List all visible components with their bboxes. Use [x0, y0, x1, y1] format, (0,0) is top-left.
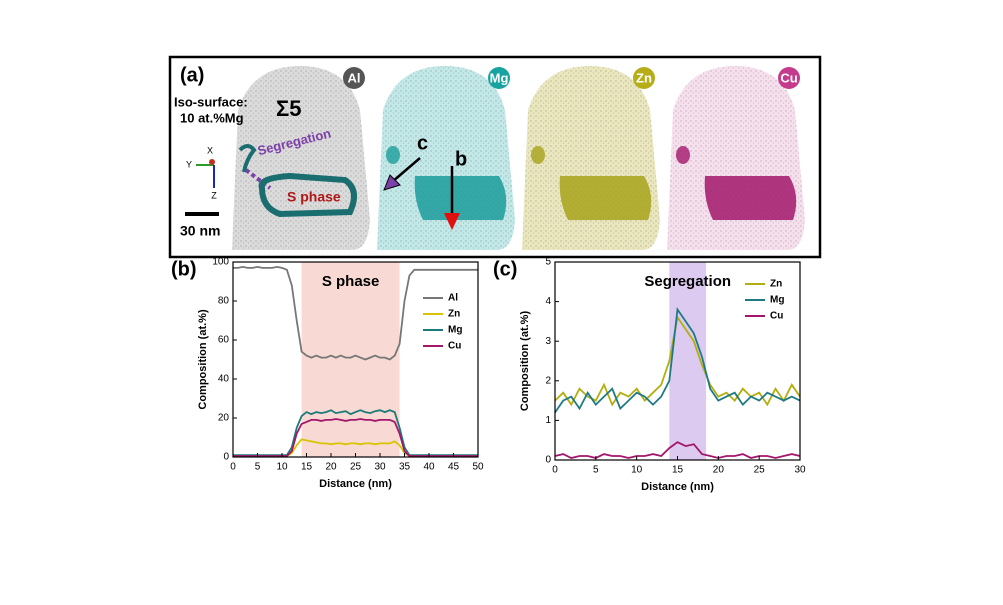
precipitate	[559, 176, 652, 220]
y-tick-label: 80	[218, 296, 230, 307]
element-ball	[778, 67, 800, 89]
x-tick-label: 5	[593, 465, 599, 476]
precipitate	[414, 176, 507, 220]
x-tick-label: 15	[672, 465, 684, 476]
boundary-label: Σ5	[276, 96, 301, 121]
element-ball	[633, 67, 655, 89]
segregation-spot	[676, 146, 690, 164]
panel-label: (c)	[493, 258, 517, 280]
element-label: Zn	[636, 70, 652, 85]
y-tick-label: 40	[218, 374, 230, 385]
y-tick-label: 60	[218, 335, 230, 346]
x-tick-label: 15	[301, 462, 313, 473]
scale-label: 30 nm	[180, 223, 220, 239]
arrow	[391, 157, 421, 183]
x-tick-label: 5	[255, 462, 261, 473]
x-tick-label: 20	[325, 462, 337, 473]
x-tick-label: 40	[423, 462, 435, 473]
x-tick-label: 10	[631, 465, 643, 476]
panel-label: (b)	[171, 258, 197, 280]
element-label: Cu	[780, 70, 797, 85]
x-tick-label: 10	[276, 462, 288, 473]
x-tick-label: 25	[350, 462, 362, 473]
x-tick-label: 25	[754, 465, 766, 476]
y-tick-label: 0	[545, 455, 551, 466]
y-tick-label: 0	[223, 452, 229, 463]
x-tick-label: 0	[552, 465, 558, 476]
segregation-dash	[244, 168, 272, 190]
precipitate	[704, 176, 797, 220]
x-tick-label: 30	[374, 462, 386, 473]
x-tick-label: 0	[230, 462, 236, 473]
x-tick-label: 35	[399, 462, 411, 473]
segregation-spot	[531, 146, 545, 164]
iso-text: 10 at.%Mg	[180, 110, 244, 125]
arrowhead	[444, 213, 460, 230]
element-label: Al	[348, 70, 361, 85]
y-axis-label: Composition (at.%)	[519, 311, 531, 412]
arrow-label: b	[455, 148, 467, 170]
arrow-label: c	[417, 132, 428, 154]
x-tick-label: 20	[713, 465, 725, 476]
data-line	[233, 265, 478, 361]
y-tick-label: 100	[212, 257, 229, 268]
x-axis-label: Distance (nm)	[641, 481, 714, 493]
panel-label: (a)	[180, 64, 204, 86]
x-axis-label: Distance (nm)	[319, 478, 392, 490]
annotation: Segregation	[644, 273, 731, 290]
data-line	[233, 418, 478, 457]
y-tick-label: 20	[218, 413, 230, 424]
legend-label: Cu	[448, 341, 461, 352]
y-tick-label: 5	[545, 257, 551, 268]
y-axis-label: Composition (at.%)	[197, 309, 209, 410]
legend-label: Zn	[448, 309, 460, 320]
arrowhead	[383, 174, 401, 191]
element-label: Mg	[490, 70, 509, 85]
element-ball	[488, 67, 510, 89]
legend-label: Zn	[770, 279, 782, 290]
y-tick-label: 2	[545, 375, 551, 386]
legend-label: Cu	[770, 311, 783, 322]
x-tick-label: 50	[472, 462, 484, 473]
iso-surface	[238, 144, 257, 173]
data-line	[554, 307, 801, 414]
y-tick-label: 1	[545, 415, 551, 426]
legend-label: Mg	[448, 325, 462, 336]
y-tick-label: 3	[545, 336, 551, 347]
s-phase-label: S phase	[287, 189, 341, 205]
element-ball	[343, 67, 365, 89]
iso-text: Iso-surface:	[174, 94, 248, 109]
x-tick-label: 30	[794, 465, 806, 476]
axis-label: Z	[211, 190, 217, 200]
x-tick-label: 45	[448, 462, 460, 473]
data-line	[554, 315, 801, 407]
segregation-spot	[386, 146, 400, 164]
highlight-band	[301, 262, 400, 457]
axis-label: Y	[186, 159, 192, 169]
axis-label: X	[207, 145, 213, 155]
legend-label: Al	[448, 293, 458, 304]
legend-label: Mg	[770, 295, 784, 306]
axis-x	[209, 159, 215, 165]
atom-map-dots	[232, 66, 370, 250]
y-tick-label: 4	[545, 296, 551, 307]
iso-surface	[258, 172, 357, 218]
annotation: S phase	[322, 273, 380, 290]
